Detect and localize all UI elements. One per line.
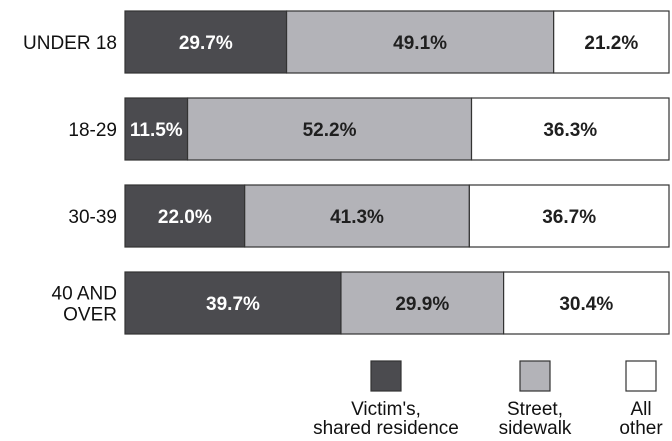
data-label-30-39-street-sidewalk: 41.3% bbox=[330, 207, 384, 228]
legend-swatch-all-other bbox=[625, 360, 657, 392]
legend: Victim's,shared residence Street,sidewalk… bbox=[313, 360, 663, 439]
bar-segment-40-and-over-all-other bbox=[503, 271, 670, 335]
bar-segment-18-29-all-other bbox=[470, 97, 670, 161]
bar-segment-under-18-victim-s-shared-residence bbox=[124, 10, 288, 74]
bar-segment-30-39-street-sidewalk bbox=[244, 184, 470, 248]
legend-swatch-street-sidewalk bbox=[519, 360, 551, 392]
data-label-30-39-victim-s-shared-residence: 22.0% bbox=[158, 207, 212, 228]
legend-label-street-sidewalk-line-1: Street, bbox=[507, 399, 563, 420]
legend-label-all-other-line-2: other bbox=[619, 418, 663, 436]
data-label-18-29-street-sidewalk: 52.2% bbox=[303, 120, 357, 141]
bar-segment-under-18-street-sidewalk bbox=[285, 10, 555, 74]
category-label-under-18: UNDER 18 bbox=[23, 33, 117, 54]
category-label-30-39: 30-39 bbox=[68, 207, 117, 228]
category-label-18-29: 18-29 bbox=[68, 120, 117, 141]
data-label-18-29-all-other: 36.3% bbox=[543, 120, 597, 141]
legend-label-victim-s-shared-residence-line-1: Victim's, bbox=[351, 399, 421, 420]
legend-label-street-sidewalk-line-2: sidewalk bbox=[499, 418, 572, 436]
legend-label-victim-s-shared-residence-line-2: shared residence bbox=[313, 418, 459, 436]
bar-segment-30-39-victim-s-shared-residence bbox=[124, 184, 246, 248]
category-label-40-and-over-line-1: 40 AND bbox=[52, 284, 117, 305]
category-label-40-and-over-line-2: OVER bbox=[63, 305, 117, 326]
data-label-under-18-victim-s-shared-residence: 29.7% bbox=[179, 33, 233, 54]
bar-segment-18-29-street-sidewalk bbox=[186, 97, 473, 161]
data-label-40-and-over-victim-s-shared-residence: 39.7% bbox=[206, 294, 260, 315]
data-label-40-and-over-all-other: 30.4% bbox=[559, 294, 613, 315]
bars-layer: 29.7% 49.1% 21.2% 11.5% 52.2% 36.3% 22.0% 41.3%… bbox=[124, 10, 670, 335]
data-label-30-39-all-other: 36.7% bbox=[542, 207, 596, 228]
data-label-under-18-street-sidewalk: 49.1% bbox=[393, 33, 447, 54]
legend-label-all-other-line-1: All bbox=[630, 399, 651, 420]
data-label-18-29-victim-s-shared-residence: 11.5% bbox=[130, 120, 183, 141]
data-label-under-18-all-other: 21.2% bbox=[584, 33, 638, 54]
data-label-40-and-over-street-sidewalk: 29.9% bbox=[395, 294, 449, 315]
legend-swatch-victim-s-shared-residence bbox=[370, 360, 402, 392]
bar-segment-under-18-all-other bbox=[553, 10, 670, 74]
bar-segment-40-and-over-victim-s-shared-residence bbox=[124, 271, 342, 335]
bar-segment-30-39-all-other bbox=[468, 184, 670, 248]
